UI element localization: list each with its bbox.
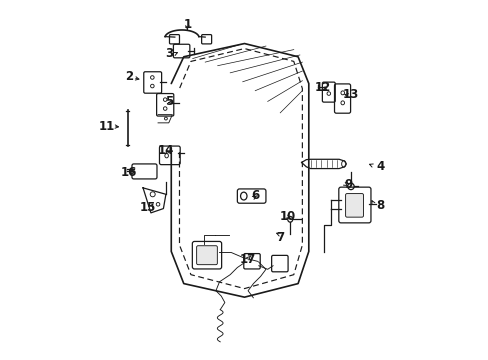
Text: 2: 2 <box>125 70 133 83</box>
Text: 9: 9 <box>343 178 351 191</box>
FancyBboxPatch shape <box>345 194 363 217</box>
Text: 10: 10 <box>279 210 295 223</box>
Text: 16: 16 <box>120 166 136 179</box>
Text: 6: 6 <box>250 189 259 202</box>
FancyBboxPatch shape <box>196 246 217 265</box>
Text: 17: 17 <box>240 253 256 266</box>
Text: 3: 3 <box>165 47 173 60</box>
Text: 13: 13 <box>342 89 358 102</box>
Text: 1: 1 <box>183 18 191 31</box>
Text: 5: 5 <box>165 95 173 108</box>
Text: 7: 7 <box>276 231 284 244</box>
Text: 12: 12 <box>314 81 330 94</box>
Text: 15: 15 <box>140 201 156 214</box>
Text: 11: 11 <box>99 120 115 133</box>
Text: 4: 4 <box>375 160 384 173</box>
Text: 8: 8 <box>375 198 384 212</box>
Text: 14: 14 <box>158 144 174 157</box>
